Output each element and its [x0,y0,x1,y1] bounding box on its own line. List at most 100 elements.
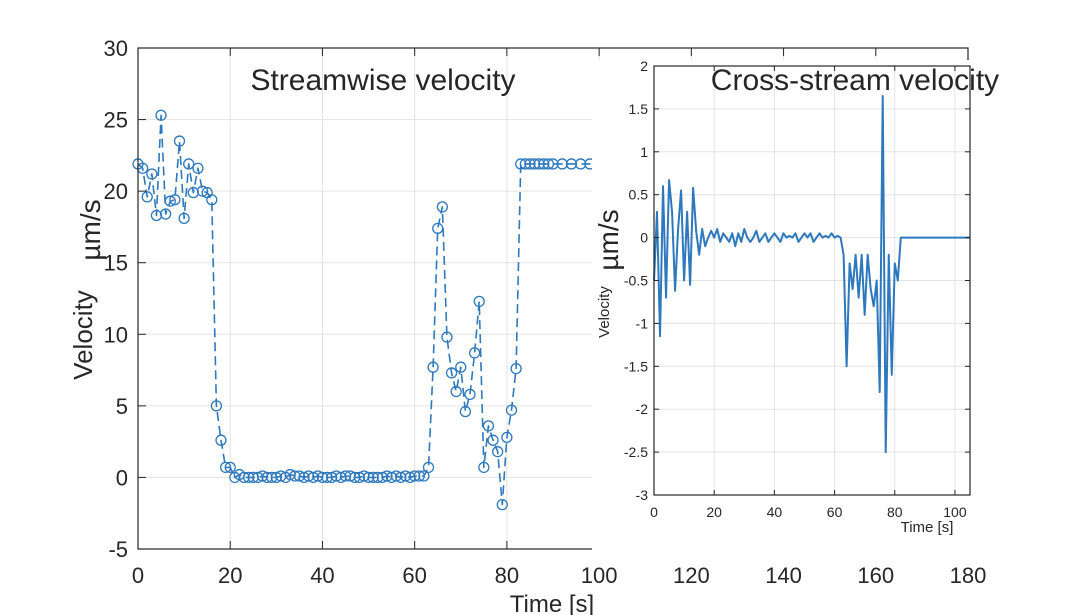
main-x-tick-label: 20 [218,563,242,588]
main-y-tick-label: 10 [104,322,128,347]
main-x-tick-label: 140 [765,563,802,588]
main-data-point [141,191,153,203]
cross-stream-inset-chart: 0 20 40 60 80 100-3-2.5-2-1.5-1-0.500.511.52 … [592,58,999,550]
inset-y-tick-label: 1 [640,144,648,160]
inset-x-tick-label: 80 [887,504,903,520]
main-data-point [367,471,379,484]
main-data-point [468,347,481,359]
inset-x-tick-label: 60 [827,504,843,520]
main-data-point [496,498,508,511]
inset-series [653,95,970,454]
main-data-point [261,471,273,484]
main-data-point [519,158,531,170]
main-data-point [224,461,236,474]
inset-series-line [653,95,970,454]
inset-x-tick-label: 0 [650,504,658,520]
main-data-point [542,158,555,170]
main-data-point [316,471,329,484]
main-data-point [219,461,232,474]
main-data-point [455,361,467,373]
main-data-point [501,431,513,443]
main-data-point [385,471,398,484]
main-data-point [210,400,223,412]
main-x-axis-label: Time [s] [510,591,594,615]
main-data-point [478,461,490,474]
main-data-point [146,168,158,180]
main-data-point [270,471,282,484]
inset-y-axis-label: Velocity [596,286,613,338]
inset-chart-title: Cross-stream velocity [711,64,999,97]
inset-y-tick-label: -1 [636,315,649,331]
main-data-point [164,195,176,207]
main-data-point [432,222,444,235]
main-data-point [556,158,568,170]
main-data-point [575,158,587,170]
main-x-tick-label: 0 [132,563,144,588]
inset-background [592,60,987,550]
inset-y-tick-label: -2.5 [624,444,648,460]
main-x-tick-label: 60 [402,563,426,588]
main-data-point [307,471,319,484]
main-data-point [160,208,172,220]
inset-x-tick-label: 100 [943,504,967,520]
main-series-line [137,114,692,506]
main-y-tick-label: 25 [104,108,128,133]
main-data-point [390,470,402,482]
main-data-point [464,388,476,401]
main-data-point [422,461,435,474]
inset-x-tick-label: 20 [706,504,722,520]
main-data-point [413,470,425,482]
main-data-point [243,471,255,484]
main-y-tick-label: 15 [104,251,128,276]
main-data-point [302,470,315,482]
main-data-point [326,471,338,484]
main-data-point [173,135,186,147]
main-y-tick-label: 20 [104,179,128,204]
inset-y-tick-label: -0.5 [624,273,648,289]
main-data-point [487,434,499,446]
main-data-point [510,362,522,375]
main-chart-title: Streamwise velocity [250,64,515,97]
main-data-point [547,158,559,170]
main-data-point [445,367,458,379]
main-data-point [192,162,204,174]
inset-y-tick-label: 0.5 [629,187,649,203]
inset-x-axis-label: Time [s] [901,519,954,536]
main-data-point [505,404,518,416]
inset-y-tick-label: -1.5 [624,358,648,374]
main-y-tick-label: 5 [116,394,128,419]
main-data-point [238,471,250,484]
main-data-point [436,201,448,213]
inset-y-axis-unit: µm/s [593,209,624,270]
main-data-point [533,158,545,170]
inset-y-tick-label: 1.5 [629,101,649,117]
inset-x-tick-label: 40 [767,504,783,520]
main-data-point [482,420,495,432]
main-x-tick-label: 80 [495,563,519,588]
inset-axis-box [653,65,971,496]
main-data-point [441,331,453,343]
main-data-point [215,434,227,446]
main-data-point [492,446,504,458]
main-data-point [196,185,209,197]
main-data-point [409,470,421,482]
main-data-point [169,194,181,206]
main-x-tick-label: 160 [857,563,894,588]
main-data-point [459,405,472,418]
main-data-point [381,470,393,482]
main-data-point [362,471,375,484]
inset-y-tick-label: 2 [640,58,648,74]
main-data-point [538,158,550,170]
main-data-point [450,385,462,398]
main-x-tick-label: 120 [673,563,710,588]
main-data-point [524,158,536,170]
main-data-point [155,109,167,121]
main-data-point [418,470,430,482]
main-data-point [399,470,412,482]
main-data-point [376,471,389,484]
main-x-tick-label: 100 [581,563,618,588]
inset-y-tick-label: -2 [636,401,649,417]
main-y-tick-label: -5 [108,537,128,562]
main-y-axis-label: Velocity [68,290,98,380]
